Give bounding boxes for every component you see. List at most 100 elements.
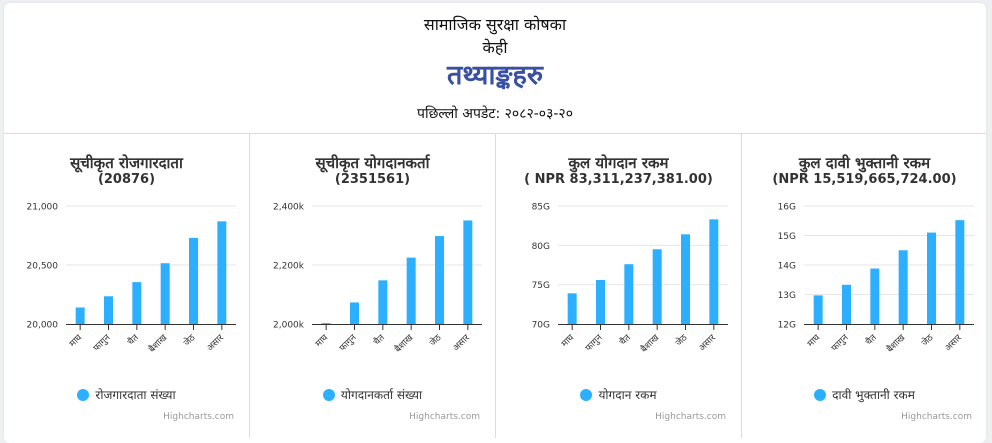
stats-header: सामाजिक सुरक्षा कोषका केही तथ्याङ्कहरु प…	[4, 3, 986, 133]
x-tick-label: असार	[697, 333, 718, 354]
chart-legend[interactable]: रोजगारदाता संख्या	[4, 386, 249, 403]
legend-label: रोजगारदाता संख्या	[95, 388, 176, 402]
bar	[870, 268, 880, 324]
x-tick-label: जेठ	[427, 331, 444, 348]
employers-chart: 20,000 20,500 21,000 माघ फागुन चैत बैशाख जेठ असा…	[27, 203, 236, 355]
x-tick-label: असार	[943, 333, 964, 354]
legend-label: दावी भुक्तानी रकम	[832, 388, 915, 402]
x-tick-label: माघ	[560, 333, 577, 350]
chart-subtitle: (20876)	[97, 172, 156, 187]
x-tick-label: फागुन	[830, 332, 851, 353]
bar	[378, 280, 388, 324]
highcharts-credit[interactable]: Highcharts.com	[163, 412, 234, 422]
legend-marker	[77, 389, 90, 401]
header-divider	[4, 133, 986, 134]
chart-subtitle: (2351561)	[334, 172, 411, 187]
chart-title: कुल योगदान रकम	[568, 154, 669, 172]
bar	[217, 221, 227, 324]
y-tick-label: 70G	[532, 321, 550, 331]
x-tick-label: चैत	[371, 331, 388, 348]
chart-legend[interactable]: योगदानकर्ता संख्या	[250, 386, 495, 403]
chart-subtitle: (NPR 15,519,665,724.00)	[772, 172, 957, 187]
bar	[709, 219, 719, 324]
x-tick-label: बैशाख	[146, 331, 170, 355]
y-tick-label: 16G	[778, 203, 796, 213]
x-tick-label: माघ	[806, 333, 823, 350]
x-tick-label: चैत	[617, 331, 634, 348]
x-tick-label: फागुन	[338, 332, 359, 353]
chart-panel-contributors: सूचीकृत योगदानकर्ता (2351561) 2,000k 2,20…	[249, 134, 495, 438]
bar	[350, 302, 359, 324]
legend-marker	[814, 389, 827, 401]
y-tick-label: 20,000	[27, 321, 59, 331]
bar	[652, 249, 662, 324]
y-tick-label: 13G	[778, 291, 796, 301]
chart-legend[interactable]: योगदान रकम	[496, 386, 741, 403]
y-tick-label: 85G	[532, 203, 550, 213]
y-tick-label: 2,400k	[273, 203, 305, 213]
legend-label: योगदानकर्ता संख्या	[340, 388, 423, 402]
y-tick-label: 2,200k	[273, 262, 305, 272]
x-tick-label: फागुन	[584, 332, 605, 353]
x-tick-label: जेठ	[673, 331, 690, 348]
chart-title: कुल दावी भुक्तानी रकम	[798, 154, 931, 172]
y-tick-label: 75G	[532, 281, 550, 291]
y-tick-label: 21,000	[27, 203, 59, 213]
contribution-amount-chart: 70G 75G 80G 85G माघ फागुन चैत बैशाख जेठ असार	[532, 203, 728, 355]
y-tick-label: 12G	[778, 321, 796, 331]
legend-marker	[322, 389, 335, 401]
bar	[624, 264, 634, 324]
header-line-2: केही	[482, 38, 508, 57]
chart-title: सूचीकृत रोजगारदाता	[70, 154, 183, 172]
y-tick-label: 2,000k	[273, 321, 305, 331]
bar	[927, 232, 936, 324]
x-tick-label: जेठ	[181, 331, 198, 348]
contributors-chart: 2,000k 2,200k 2,400k माघ फागुन चैत बैशाख जेठ असा…	[273, 203, 482, 355]
x-tick-label: चैत	[125, 331, 142, 348]
highcharts-credit[interactable]: Highcharts.com	[655, 412, 726, 422]
bar	[104, 296, 113, 324]
x-tick-label: बैशाख	[638, 331, 662, 355]
chart-subtitle: ( NPR 83,311,237,381.00)	[524, 172, 713, 187]
y-tick-label: 20,500	[27, 262, 59, 272]
legend-label: योगदान रकम	[598, 388, 657, 402]
highcharts-credit[interactable]: Highcharts.com	[901, 412, 972, 422]
chart-legend[interactable]: दावी भुक्तानी रकम	[742, 386, 987, 403]
bar	[898, 250, 908, 324]
legend-marker	[580, 389, 593, 401]
bar	[321, 323, 331, 325]
chart-panel-employers: सूचीकृत रोजगारदाता (20876) 20,000 20,500 2…	[4, 134, 249, 438]
y-tick-label: 80G	[532, 242, 550, 252]
chart-panel-contribution-amount: कुल योगदान रकम ( NPR 83,311,237,381.00) …	[495, 134, 741, 438]
claims-paid-chart: 12G 13G 14G 15G 16G माघ फागुन चैत बैशाख जेठ असार	[778, 203, 974, 355]
header-title: तथ्याङ्कहरु	[446, 60, 544, 91]
stats-card: सामाजिक सुरक्षा कोषका केही तथ्याङ्कहरु प…	[4, 3, 986, 443]
bar	[842, 284, 851, 324]
bar	[132, 282, 142, 324]
x-tick-label: असार	[205, 333, 226, 354]
y-tick-label: 14G	[778, 262, 796, 272]
x-tick-label: असार	[451, 333, 472, 354]
bar	[596, 279, 605, 324]
chart-title: सूचीकृत योगदानकर्ता	[315, 154, 430, 172]
x-tick-label: चैत	[863, 331, 880, 348]
bar	[406, 257, 416, 324]
x-tick-label: फागुन	[92, 332, 113, 353]
bar	[567, 293, 577, 324]
bar	[435, 236, 444, 324]
bar	[160, 263, 170, 324]
x-tick-label: बैशाख	[392, 331, 416, 355]
bar	[813, 295, 823, 324]
x-tick-label: माघ	[314, 333, 331, 350]
bar	[955, 220, 965, 324]
bar	[463, 220, 473, 324]
x-tick-label: जेठ	[919, 331, 936, 348]
header-line-1: सामाजिक सुरक्षा कोषका	[423, 15, 567, 34]
bar	[681, 234, 690, 324]
chart-panel-claims-paid: कुल दावी भुक्तानी रकम (NPR 15,519,665,72…	[741, 134, 987, 438]
highcharts-credit[interactable]: Highcharts.com	[409, 412, 480, 422]
x-tick-label: बैशाख	[884, 331, 908, 355]
bar	[189, 237, 198, 324]
y-tick-label: 15G	[778, 232, 796, 242]
x-tick-label: माघ	[68, 333, 85, 350]
